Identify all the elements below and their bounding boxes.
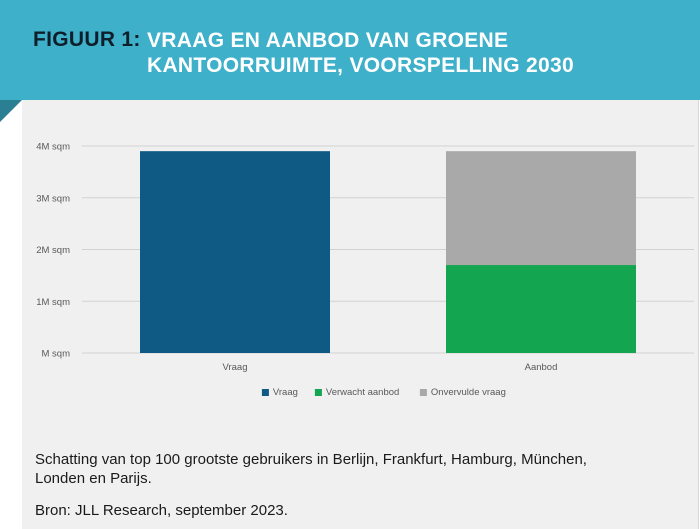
x-tick-label: Aanbod <box>525 362 558 373</box>
figure-header: FIGUUR 1: VRAAG EN AANBOD VAN GROENE KAN… <box>0 0 700 100</box>
chart-panel: M sqm 1M sqm 2M sqm 3M sqm 4M sqm Vraag Aanbod… <box>22 100 699 529</box>
chart-caption: Schatting van top 100 grootste gebruiker… <box>35 451 587 487</box>
y-tick-label: 1M sqm <box>36 297 70 308</box>
legend-swatch <box>419 389 427 396</box>
y-tick-label: 4M sqm <box>36 142 70 153</box>
legend-swatch <box>261 389 269 396</box>
legend-swatch <box>314 389 322 396</box>
bar-segment <box>446 265 636 353</box>
y-tick-label: 3M sqm <box>36 193 70 204</box>
figure-label: FIGUUR 1: <box>33 28 141 51</box>
bar-chart: M sqm 1M sqm 2M sqm 3M sqm 4M sqm Vraag Aanbod… <box>36 142 694 398</box>
y-tick-label: 2M sqm <box>36 245 70 256</box>
y-tick-label: M sqm <box>42 349 71 360</box>
legend-label: Onvervulde vraag <box>431 387 506 398</box>
header-fold-decoration <box>0 100 22 122</box>
bar-segment <box>446 151 636 266</box>
legend-label: Verwacht aanbod <box>326 387 399 398</box>
chart-source: Bron: JLL Research, september 2023. <box>35 502 288 519</box>
x-tick-label: Vraag <box>223 362 248 373</box>
legend-label: Vraag <box>273 387 298 398</box>
bar-segment <box>140 151 330 353</box>
figure-title: VRAAG EN AANBOD VAN GROENE KANTOORRUIMTE… <box>147 29 574 77</box>
